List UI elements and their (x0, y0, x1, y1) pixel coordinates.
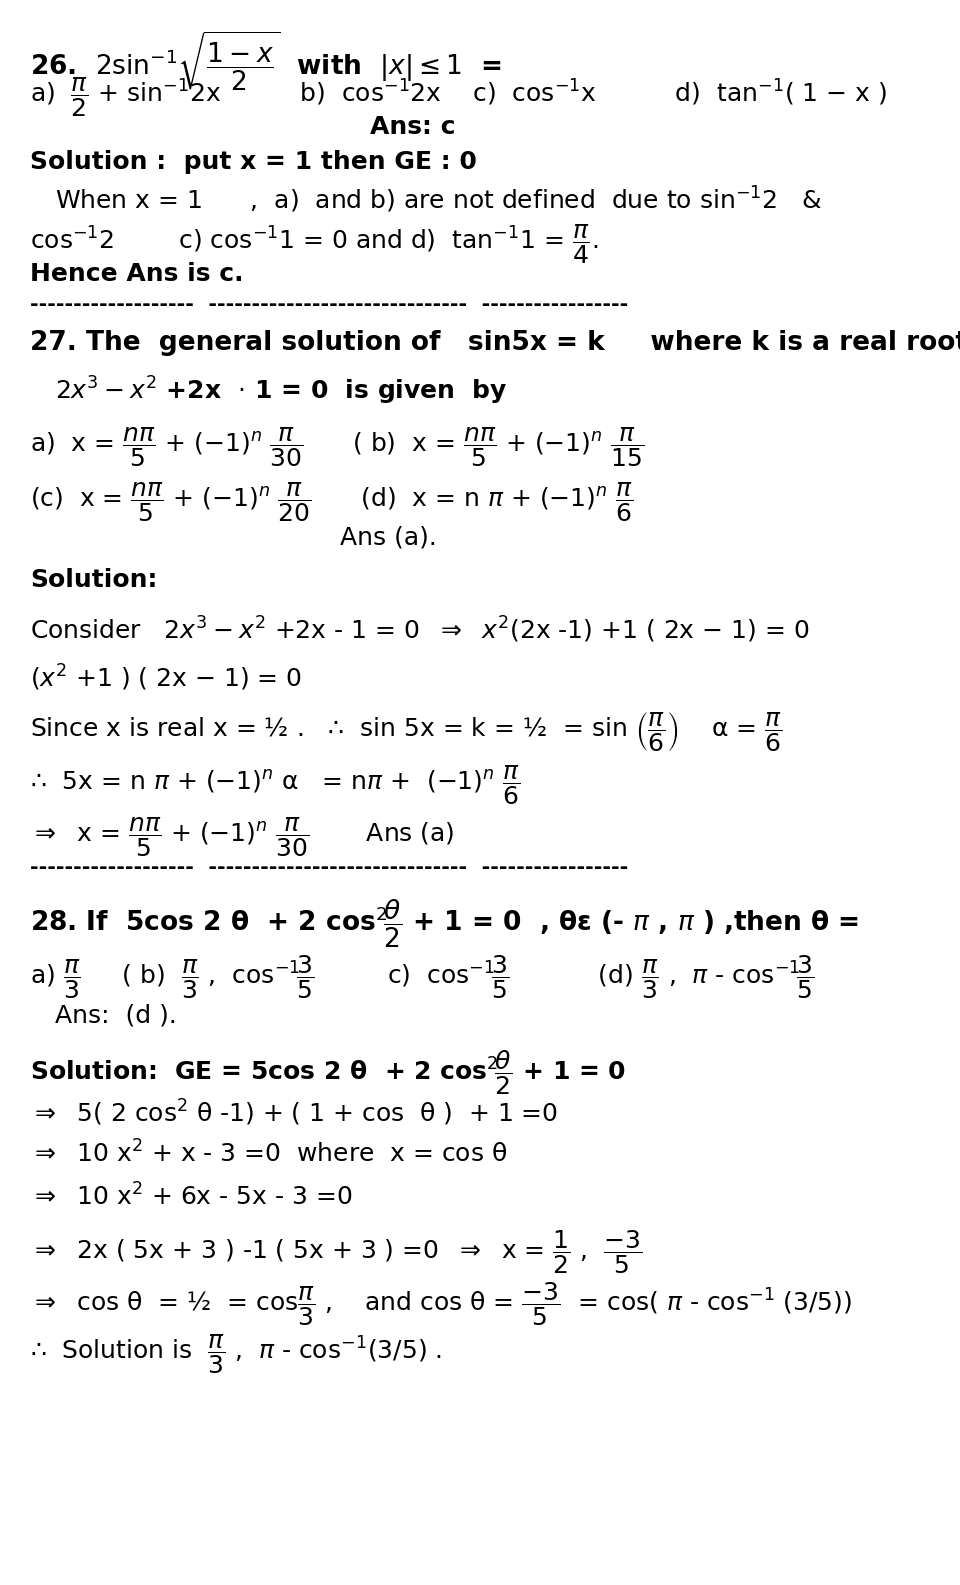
Text: Consider   $2x^{3} - x^{2}$ +2x - 1 = 0  $\Rightarrow$  $x^{2}$(2x -1) +1 ( 2x −: Consider $2x^{3} - x^{2}$ +2x - 1 = 0 $\… (30, 615, 809, 645)
Text: a)  x = $\dfrac{n\pi}{5}$ + $( -1)^{n}$ $\dfrac{\pi}{30}$      ( b)  x = $\dfrac: a) x = $\dfrac{n\pi}{5}$ + $( -1)^{n}$ $… (30, 425, 644, 469)
Text: a)  $\dfrac{\pi}{2}$ + sin$^{-1}$2x          b)  cos$^{-1}$2x    c)  cos$^{-1}$x: a) $\dfrac{\pi}{2}$ + sin$^{-1}$2x b) co… (30, 74, 887, 119)
Text: ∴  5x = n $\pi$ + $( -1)^{n}$ α   = n$\pi$ +  $( -1)^{n}$ $\dfrac{\pi}{6}$: ∴ 5x = n $\pi$ + $( -1)^{n}$ α = n$\pi$ … (30, 762, 520, 807)
Text: a) $\dfrac{\pi}{3}$     ( b)  $\dfrac{\pi}{3}$ ,  cos$^{-1}\!\dfrac{3}{5}$      : a) $\dfrac{\pi}{3}$ ( b) $\dfrac{\pi}{3}… (30, 953, 814, 1000)
Text: Ans: c: Ans: c (370, 116, 455, 139)
Text: Solution :  put x = 1 then GE : 0: Solution : put x = 1 then GE : 0 (30, 151, 477, 174)
Text: $\Rightarrow$  2x ( 5x + 3 ) -1 ( 5x + 3 ) =0  $\Rightarrow$  x = $\dfrac{1}{2}$: $\Rightarrow$ 2x ( 5x + 3 ) -1 ( 5x + 3 … (30, 1228, 642, 1276)
Text: $(x^{2}$ +1 ) ( 2x − 1) = 0: $(x^{2}$ +1 ) ( 2x − 1) = 0 (30, 663, 302, 693)
Text: $\Rightarrow$  x = $\dfrac{n\pi}{5}$ + $( -1)^{n}$ $\dfrac{\pi}{30}$       Ans (: $\Rightarrow$ x = $\dfrac{n\pi}{5}$ + $(… (30, 815, 455, 859)
Text: ∴  Solution is  $\dfrac{\pi}{3}$ ,  $\pi$ - cos$^{-1}$(3/5) .: ∴ Solution is $\dfrac{\pi}{3}$ , $\pi$ -… (30, 1331, 442, 1376)
Text: Ans:  (d ).: Ans: (d ). (55, 1003, 177, 1027)
Text: When x = 1      ,  a)  and b) are not defined  due to sin$^{-1}$2   &: When x = 1 , a) and b) are not defined d… (55, 185, 823, 216)
Text: Solution:  GE = 5cos 2 θ  + 2 cos$^{2}\!\dfrac{\theta}{2}$ + 1 = 0: Solution: GE = 5cos 2 θ + 2 cos$^{2}\!\d… (30, 1048, 626, 1097)
Text: 26.  $2\sin^{-1}\!\sqrt{\dfrac{1-x}{2}}$  with  $|x| \leq 1$  =: 26. $2\sin^{-1}\!\sqrt{\dfrac{1-x}{2}}$ … (30, 30, 502, 94)
Text: cos$^{-1}$2        c) cos$^{-1}$1 = 0 and d)  tan$^{-1}$1 = $\dfrac{\pi}{4}$.: cos$^{-1}$2 c) cos$^{-1}$1 = 0 and d) ta… (30, 222, 598, 266)
Text: Solution:: Solution: (30, 567, 157, 593)
Text: Since x is real x = ½ .   ∴  sin 5x = k = ½  = sin $\left(\dfrac{\pi}{6}\right)$: Since x is real x = ½ . ∴ sin 5x = k = ½… (30, 710, 782, 754)
Text: -------------------  ------------------------------  -----------------: ------------------- --------------------… (30, 857, 628, 878)
Text: Hence Ans is c.: Hence Ans is c. (30, 262, 244, 285)
Text: Ans (a).: Ans (a). (340, 525, 437, 548)
Text: $2x^{3} - x^{2}$ +2x  $\cdot$ 1 = 0  is given  by: $2x^{3} - x^{2}$ +2x $\cdot$ 1 = 0 is gi… (55, 376, 508, 407)
Text: 27. The  general solution of   sin5x = k     where k is a real root of: 27. The general solution of sin5x = k wh… (30, 330, 960, 357)
Text: $\Rightarrow$  cos θ  = ½  = cos$\dfrac{\pi}{3}$ ,    and cos θ = $\dfrac{-3}{5}: $\Rightarrow$ cos θ = ½ = cos$\dfrac{\pi… (30, 1281, 852, 1328)
Text: $\Rightarrow$  5( 2 cos$^{2}$ θ -1) + ( 1 + cos  θ )  + 1 =0: $\Rightarrow$ 5( 2 cos$^{2}$ θ -1) + ( 1… (30, 1098, 558, 1129)
Text: 28. If  5cos 2 θ  + 2 cos$^{2}\!\dfrac{\theta}{2}$ + 1 = 0  , θε (- $\pi$ , $\pi: 28. If 5cos 2 θ + 2 cos$^{2}\!\dfrac{\th… (30, 899, 859, 951)
Text: (c)  x = $\dfrac{n\pi}{5}$ + $( -1)^{n}$ $\dfrac{\pi}{20}$      (d)  x = n $\pi$: (c) x = $\dfrac{n\pi}{5}$ + $( -1)^{n}$ … (30, 480, 634, 523)
Text: $\Rightarrow$  10 x$^{2}$ + 6x - 5x - 3 =0: $\Rightarrow$ 10 x$^{2}$ + 6x - 5x - 3 =… (30, 1182, 352, 1211)
Text: $\Rightarrow$  10 x$^{2}$ + x - 3 =0  where  x = cos θ: $\Rightarrow$ 10 x$^{2}$ + x - 3 =0 wher… (30, 1140, 507, 1167)
Text: -------------------  ------------------------------  -----------------: ------------------- --------------------… (30, 295, 628, 315)
